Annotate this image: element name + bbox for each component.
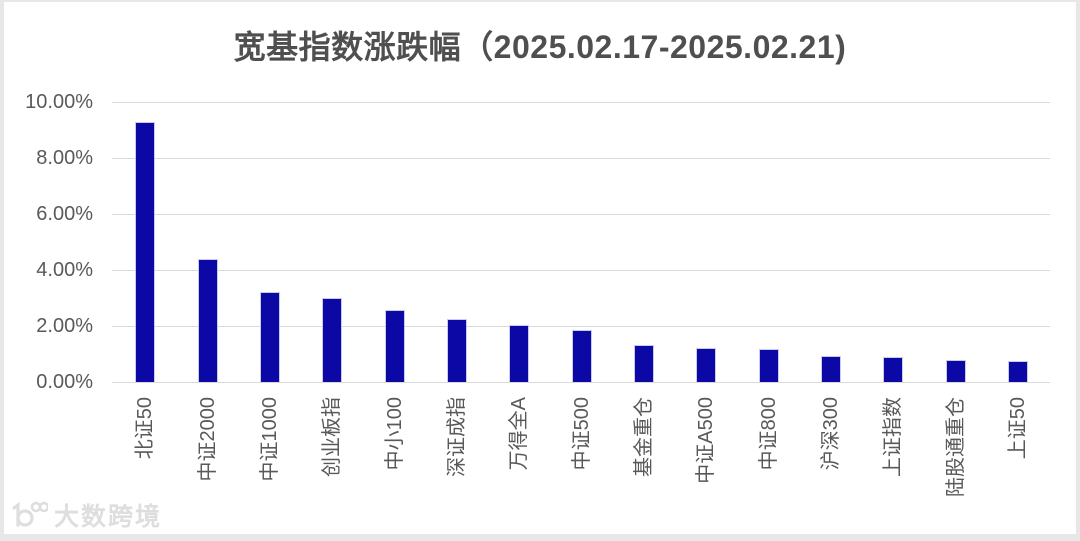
x-axis-category-label: 中证2000 [196,397,219,482]
x-axis-category-label: 基金重仓 [632,397,655,477]
bar [571,329,592,382]
x-axis-category-label: 陆股通重仓 [944,397,967,497]
x-axis-category-label: 中小100 [383,397,406,471]
bar [384,310,405,382]
frame-border-right [1076,0,1080,541]
bar [1007,360,1028,382]
bar [633,345,654,382]
watermark-logo-icon [12,501,48,527]
gridline [112,158,1050,159]
x-axis-category-label: 深证成指 [445,397,468,477]
y-axis-tick-label: 8.00% [36,147,93,169]
watermark: 大数跨境 [8,497,162,533]
frame-border-top [0,0,1080,2]
bar [758,349,779,382]
x-axis-category-label: 中证1000 [258,397,281,482]
gridline [112,270,1050,271]
bar [509,324,530,382]
x-axis-category-label: 沪深300 [819,397,842,471]
x-axis-category-label: 万得全A [508,397,531,471]
x-axis-category-label: 上证指数 [882,397,905,477]
y-axis-tick-label: 0.00% [36,371,93,393]
gridline [112,102,1050,103]
y-axis-tick-label: 10.00% [25,91,93,113]
x-axis-category-label: 创业板指 [321,397,344,477]
x-axis-category-label: 中证500 [570,397,593,471]
x-axis-category-label: 北证50 [134,397,157,460]
bar [197,259,218,382]
bar [820,355,841,382]
watermark-text: 大数跨境 [54,503,163,531]
y-axis-tick-label: 4.00% [36,259,93,281]
chart-title: 宽基指数涨跌幅（2025.02.17-2025.02.21) [233,29,847,65]
bar [446,319,467,382]
gridline [112,214,1050,215]
x-axis-category-label: 中证800 [757,397,780,471]
gridline [112,382,1050,383]
y-axis-tick-label: 6.00% [36,203,93,225]
x-axis-category-label: 上证50 [1006,397,1029,460]
bar [883,357,904,382]
frame-border-bottom [0,534,1080,541]
frame-border-left [0,0,4,541]
bar [322,298,343,382]
y-axis-tick-label: 2.00% [36,315,93,337]
bar [135,122,156,382]
bar [945,359,966,382]
x-axis-category-label: 中证A500 [695,397,718,484]
gridline [112,326,1050,327]
bar [696,348,717,382]
bar [259,292,280,382]
